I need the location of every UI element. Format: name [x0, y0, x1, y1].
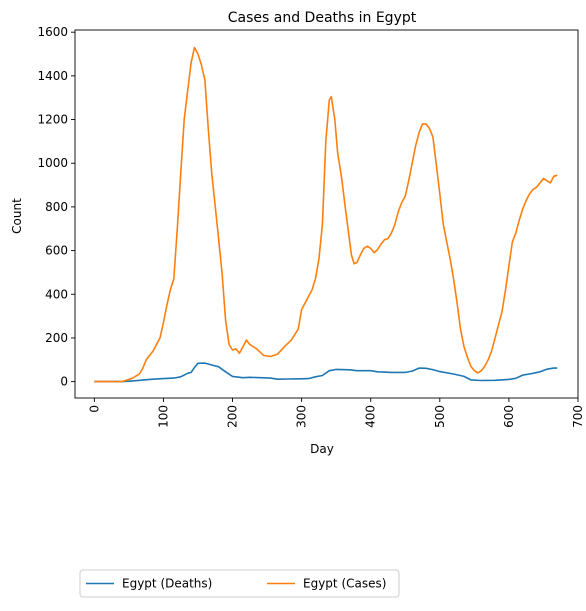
y-axis-label: Count — [10, 198, 24, 234]
legend-label-0: Egypt (Deaths) — [122, 577, 212, 591]
x-tick-label: 400 — [364, 405, 378, 428]
x-tick-label: 700 — [571, 405, 585, 428]
axes-layer: 0 100 200 300 400 500 600 700 0 200 400 600 800 1000 1… — [37, 25, 585, 428]
legend-box — [79, 569, 400, 598]
y-tick-label: 1600 — [37, 25, 68, 39]
axes-frame — [74, 29, 579, 399]
series-line-0 — [94, 362, 558, 383]
y-tick-label: 1200 — [37, 113, 68, 127]
y-tick-label: 0 — [60, 375, 68, 389]
x-tick-label: 200 — [226, 405, 240, 428]
chart-title: Cases and Deaths in Egypt — [228, 10, 417, 26]
series-layer — [94, 46, 558, 383]
y-tick-label: 1000 — [37, 156, 68, 170]
y-tick-label: 800 — [45, 200, 68, 214]
x-tick-label: 500 — [433, 405, 447, 428]
series-line-1 — [94, 46, 558, 383]
x-tick-label: 600 — [502, 405, 516, 428]
legend: Egypt (Deaths) Egypt (Cases) — [79, 569, 400, 598]
x-tick-label: 300 — [295, 405, 309, 428]
x-tick-label: 100 — [156, 405, 170, 428]
x-tick-label: 0 — [87, 405, 101, 413]
legend-label-1: Egypt (Cases) — [303, 577, 386, 591]
y-tick-label: 1400 — [37, 69, 68, 83]
y-tick-label: 200 — [45, 331, 68, 345]
y-tick-label: 400 — [45, 287, 68, 301]
x-axis-label: Day — [310, 442, 334, 456]
y-tick-label: 600 — [45, 244, 68, 258]
